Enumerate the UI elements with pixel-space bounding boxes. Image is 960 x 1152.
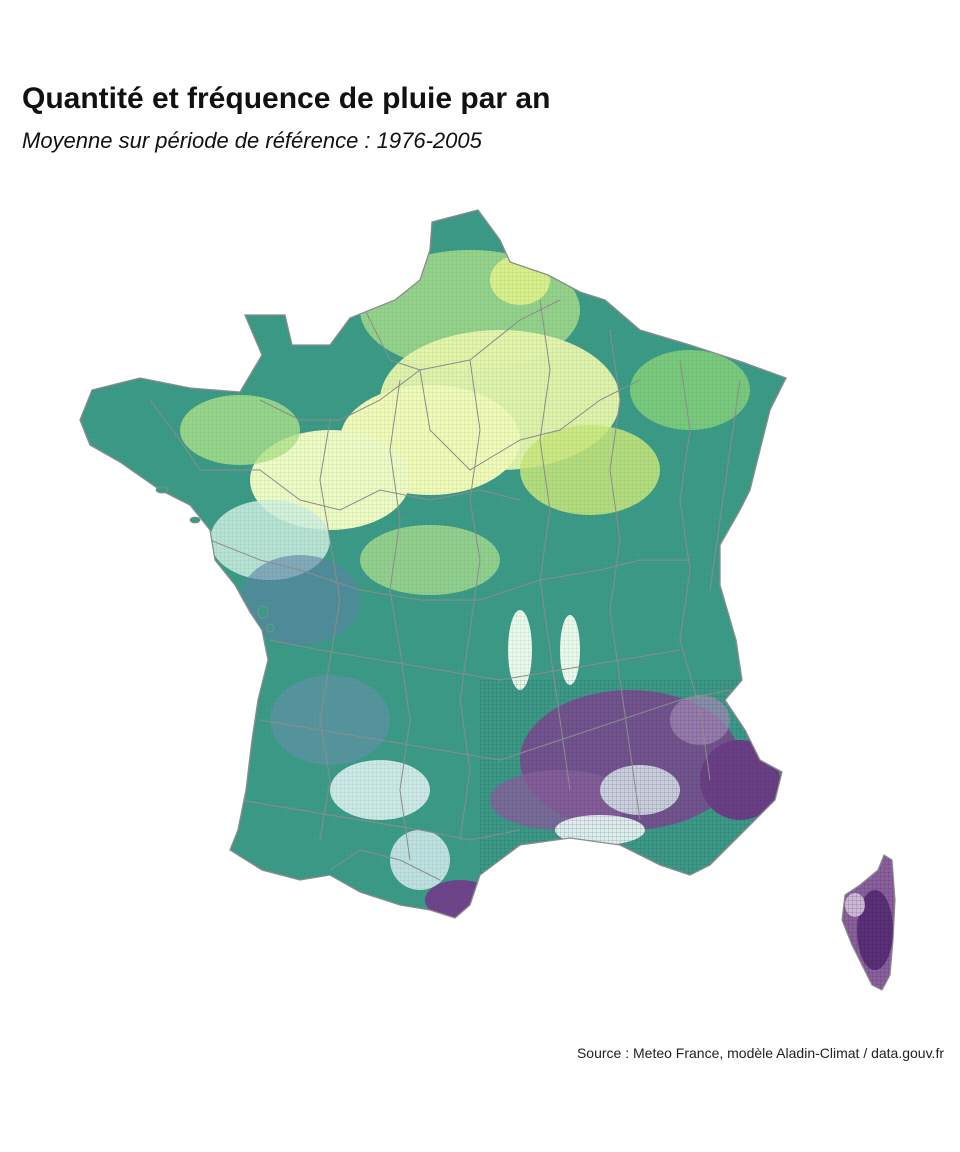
- corsica: [841, 854, 896, 991]
- source-caption: Source : Meteo France, modèle Aladin-Cli…: [576, 1045, 944, 1061]
- chart-title: Quantité et fréquence de pluie par an: [22, 82, 551, 115]
- chart-subtitle: Moyenne sur période de référence : 1976-…: [22, 128, 482, 153]
- coastal-islands: [155, 486, 275, 633]
- department-borders: [149, 299, 741, 881]
